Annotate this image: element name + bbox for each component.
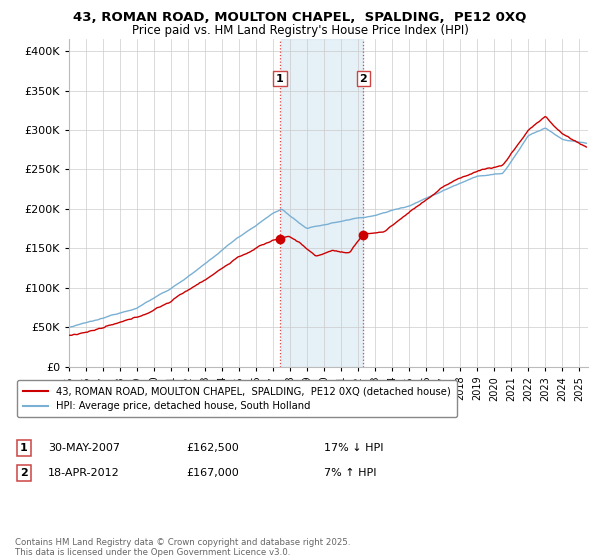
Legend: 43, ROMAN ROAD, MOULTON CHAPEL,  SPALDING,  PE12 0XQ (detached house), HPI: Aver: 43, ROMAN ROAD, MOULTON CHAPEL, SPALDING…	[17, 380, 457, 417]
Text: Contains HM Land Registry data © Crown copyright and database right 2025.
This d: Contains HM Land Registry data © Crown c…	[15, 538, 350, 557]
Text: 1: 1	[276, 74, 284, 83]
Text: 17% ↓ HPI: 17% ↓ HPI	[324, 443, 383, 453]
Text: £162,500: £162,500	[186, 443, 239, 453]
Text: Price paid vs. HM Land Registry's House Price Index (HPI): Price paid vs. HM Land Registry's House …	[131, 24, 469, 36]
Text: 2: 2	[359, 74, 367, 83]
Text: 18-APR-2012: 18-APR-2012	[48, 468, 120, 478]
Text: 30-MAY-2007: 30-MAY-2007	[48, 443, 120, 453]
Text: 1: 1	[20, 443, 28, 453]
Text: 7% ↑ HPI: 7% ↑ HPI	[324, 468, 377, 478]
Text: 2: 2	[20, 468, 28, 478]
Text: £167,000: £167,000	[186, 468, 239, 478]
Text: 43, ROMAN ROAD, MOULTON CHAPEL,  SPALDING,  PE12 0XQ: 43, ROMAN ROAD, MOULTON CHAPEL, SPALDING…	[73, 11, 527, 24]
